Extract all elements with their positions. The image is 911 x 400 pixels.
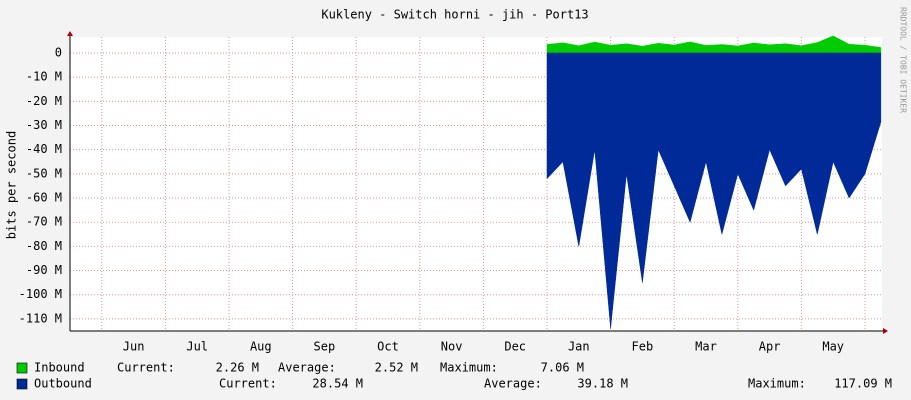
x-tick-label: Feb xyxy=(632,340,654,354)
y-tick-label: -110 M xyxy=(19,311,62,325)
legend-label: Outbound xyxy=(34,377,92,391)
legend-label: Inbound xyxy=(34,361,85,375)
x-tick-label: Dec xyxy=(504,340,526,354)
x-tick-label: Mar xyxy=(695,340,717,354)
area xyxy=(546,35,882,54)
stat-label: Average: xyxy=(484,377,542,391)
stat-value: 2.52 M xyxy=(375,361,418,375)
y-tick-label: -50 M xyxy=(26,166,62,180)
legend-swatch xyxy=(16,378,28,390)
y-tick-label: -80 M xyxy=(26,239,62,253)
stat-label: Current: xyxy=(117,361,175,375)
y-tick-label: 0 xyxy=(55,45,62,59)
y-tick-label: -20 M xyxy=(26,94,62,108)
x-tick-label: Oct xyxy=(377,340,399,354)
y-axis-arrow xyxy=(67,31,73,36)
stat-label: Average: xyxy=(278,361,336,375)
y-tick-label: -60 M xyxy=(26,191,62,205)
stat-value: 2.26 M xyxy=(216,361,259,375)
x-tick-label: Jul xyxy=(186,340,208,354)
y-axis-label: bits per second xyxy=(5,131,19,239)
stat-value: 7.06 M xyxy=(541,361,584,375)
y-tick-label: -40 M xyxy=(26,142,62,156)
stat-label: Current: xyxy=(219,377,277,391)
stat-value: 28.54 M xyxy=(312,377,363,391)
x-tick-label: Jun xyxy=(123,340,145,354)
y-tick-label: -90 M xyxy=(26,263,62,277)
x-tick-label: Nov xyxy=(441,340,463,354)
x-tick-label: Sep xyxy=(314,340,336,354)
stat-value: 39.18 M xyxy=(577,377,628,391)
x-tick-label: Aug xyxy=(250,340,272,354)
stat-label: Maximum: xyxy=(748,377,806,391)
x-tick-label: May xyxy=(822,340,844,354)
chart-title: Kukleny - Switch horni - jih - Port13 xyxy=(321,8,588,22)
y-tick-label: -70 M xyxy=(26,215,62,229)
area xyxy=(546,52,882,329)
x-tick-label: Apr xyxy=(759,340,781,354)
y-tick-label: -30 M xyxy=(26,118,62,132)
stat-label: Maximum: xyxy=(440,361,498,375)
y-tick-label: -10 M xyxy=(26,70,62,84)
x-axis-arrow xyxy=(883,328,888,334)
y-tick-label: -100 M xyxy=(19,287,62,301)
stat-value: 117.09 M xyxy=(834,377,892,391)
legend-swatch xyxy=(16,362,28,374)
watermark: RRDTOOL / TOBI OETIKER xyxy=(899,7,908,113)
x-tick-label: Jan xyxy=(568,340,590,354)
